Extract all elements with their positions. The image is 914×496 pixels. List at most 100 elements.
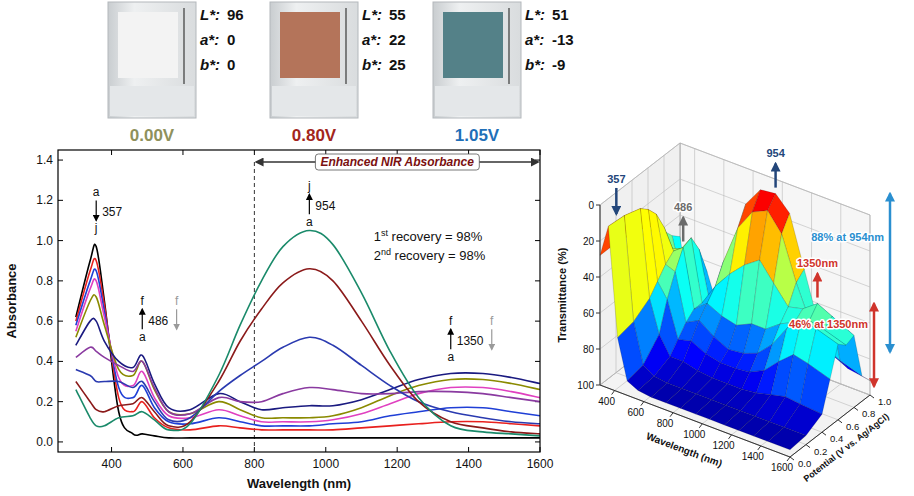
lab-value: 0 [227,56,235,73]
y-tick [822,432,826,435]
y-tick [58,240,63,241]
lab-value: -9 [552,56,565,73]
lab-key: a*: [362,31,381,48]
band-arrow: ja954 [306,179,336,229]
y-tick [535,361,540,362]
y-tick [535,321,540,322]
grid-line [632,180,822,432]
liquid [272,86,356,116]
span-arrow [889,194,892,352]
film [443,12,503,78]
vial [108,2,196,118]
grid-line [680,143,870,395]
liquid [110,86,194,116]
note-sup: nd [381,247,391,257]
y-tick [535,280,540,281]
grid-line [600,143,870,215]
film [118,12,178,78]
y-tick-label: 0.6 [36,314,53,328]
arrow-label: 954 [315,199,335,213]
x-tick [468,447,469,452]
lab-key: b*: [200,56,220,73]
y-tick [535,200,540,201]
z-tick [596,385,600,386]
y-tick [58,200,63,201]
y-tick-label: 0.4 [830,433,843,444]
sample-photo: L*:96a*:0b*:00.00V [108,2,244,145]
arrow-line [142,309,143,329]
arrow-letter: j [94,221,98,235]
y-tick [790,457,794,460]
surface-annotation: 486 [674,201,692,242]
x-axis [600,385,790,457]
x-tick-label: 1600 [771,462,794,473]
surface-annotation: 954 [766,147,785,188]
potential-label: 0.80V [292,126,337,145]
lab-value: 22 [389,31,406,48]
span-label: 88% at 954nm [811,231,884,243]
vial [270,2,358,118]
x-tick [325,447,326,452]
spectrum-line [76,244,540,438]
x-tick [758,446,761,450]
absorbance-chart: 40060080010001200140016000.00.20.40.60.8… [4,150,554,491]
lab-value: 25 [389,56,406,73]
z-tick-label: 20 [583,236,595,247]
x-tick-label: 1400 [455,457,482,471]
y-tick [58,160,63,161]
x-tick-label: 600 [628,407,645,418]
potential-label: 0.00V [130,126,175,145]
region-label-box [315,154,479,170]
lab-key: L*: [525,6,545,23]
z-tick-label: 40 [583,272,595,283]
peak-arrow [682,218,685,242]
y-tick-label: 0.8 [862,408,875,419]
arrow-label: 1350 [457,334,484,348]
x-tick-label: 400 [102,457,122,471]
arrow-letter: a [306,215,313,229]
surface-annotation: 1350nm [797,257,838,298]
x-tick-label: 1200 [384,457,411,471]
peak-label: 486 [674,201,692,213]
film [280,12,340,78]
arrow-letter: a [447,350,454,364]
band-arrow: fa486f [139,294,179,344]
y-tick-label: 0.2 [36,395,53,409]
y-tick-label: 0.0 [36,435,53,449]
grid-line [648,168,838,420]
x-tick [182,150,183,155]
peak-label: 357 [607,173,625,185]
band-arrow: fa1350f [447,314,494,364]
series-group [76,231,540,439]
x-axis-title: Wavelength (nm) [247,476,351,491]
potential-label: 1.05V [455,126,500,145]
z-tick-label: 100 [577,380,594,391]
sample-photo: L*:55a*:22b*:250.80V [270,2,406,145]
y-tick [806,445,810,448]
x-tick-label: 1000 [312,457,339,471]
y-axis-title: Potential (V vs. Ag/AgCl) [802,411,891,483]
z-tick [596,277,600,278]
note-part: 1 [374,229,381,244]
lab-key: L*: [362,6,382,23]
transmittance-surface-chart: 02040608010040060080010001200140016000.0… [556,143,891,484]
lab-key: b*: [525,56,545,73]
note: 2nd recovery = 98% [374,247,486,263]
arrow-line [450,329,451,349]
z-tick [596,349,600,350]
x-axis-title: Wavelength (nm) [645,430,724,469]
spectrum-line [76,231,540,436]
y-tick [838,420,842,423]
x-tick-label: 600 [173,457,193,471]
electrode-wire [345,8,346,84]
x-tick [670,413,673,417]
x-tick-label: 1600 [527,457,554,471]
surface-annotation: 46% at 1350nm [789,304,874,387]
arrow-letter: f [175,294,179,308]
y-axis-title: Absorbance [4,263,19,338]
z-axis-title: Transmittance (%) [556,247,568,342]
lab-value: -13 [552,31,574,48]
band-arrow: aj357 [93,185,123,235]
spectrum-line [76,269,540,426]
lab-key: a*: [525,31,544,48]
